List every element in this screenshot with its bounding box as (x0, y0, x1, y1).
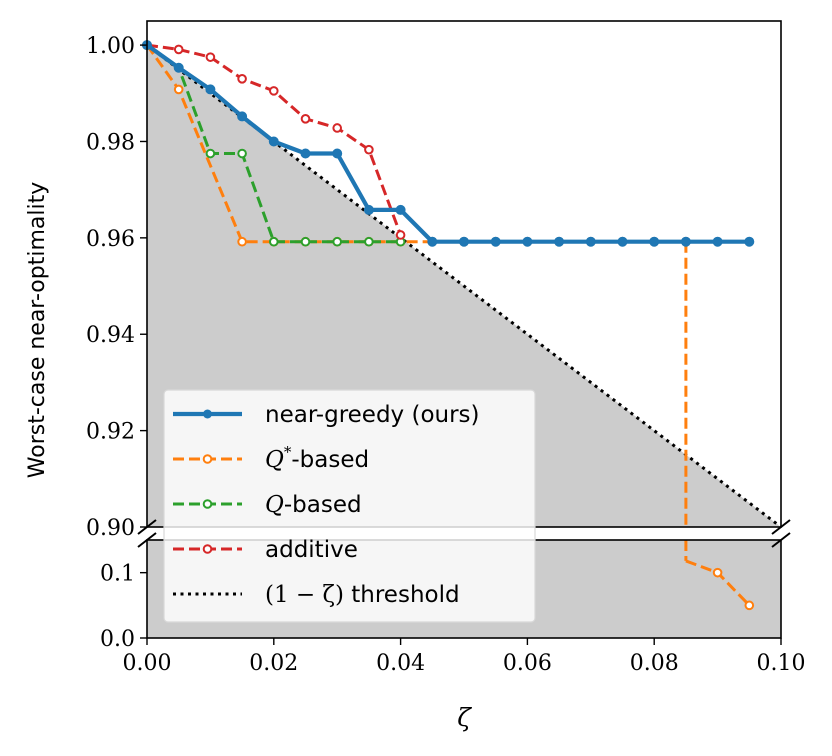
threshold-series (146, 43, 782, 529)
legend-marker-near-greedy (203, 409, 212, 419)
point-near-greedy-10 (459, 236, 469, 247)
y-tick-label-bottom-0: 0.1 (100, 562, 135, 587)
legend-label-q-based: Q-based (265, 492, 362, 518)
legend-marker-q-star (202, 454, 213, 464)
legend-entry-additive: additive (173, 537, 358, 563)
y-tick-label-top-2: 0.96 (86, 227, 135, 252)
line-q-based (146, 43, 401, 244)
axis-break-mark-2 (771, 519, 791, 535)
legend: near-greedy (ours) Q*-based Q-based additiv… (163, 389, 536, 623)
point-additive-5 (300, 114, 311, 124)
x-tick-label-4: 0.08 (630, 651, 679, 676)
point-q-based-7 (364, 236, 374, 247)
y-tick-label-top-5: 0.90 (86, 516, 135, 541)
point-near-greedy-2 (205, 84, 216, 95)
series-near-greedy (142, 40, 755, 247)
point-q-star-2 (237, 236, 247, 247)
legend-marker-q-based (202, 499, 213, 509)
point-near-greedy-8 (395, 204, 406, 215)
legend-label-q-star: Q*-based (265, 443, 369, 473)
legend-marker-additive (202, 544, 213, 554)
point-near-greedy-18 (712, 236, 723, 247)
point-near-greedy-13 (554, 236, 565, 247)
point-additive-6 (332, 123, 343, 133)
y-axis-label: Worst-case near-optimality (25, 182, 50, 478)
point-near-greedy-15 (617, 236, 628, 247)
line-near-greedy (145, 43, 750, 244)
legend-label-additive: additive (265, 537, 358, 563)
legend-entry-q-star: Q*-based (173, 443, 369, 473)
point-near-greedy-5 (300, 148, 311, 159)
legend-entry-near-greedy: near-greedy (ours) (173, 402, 480, 428)
point-q-based-2 (205, 148, 216, 159)
point-additive-2 (205, 52, 216, 62)
point-near-greedy-7 (363, 204, 374, 215)
legend-box (163, 389, 536, 623)
point-q-star-1 (173, 84, 184, 95)
point-q-based-3 (237, 148, 247, 159)
x-axis-label: ζ (457, 703, 472, 732)
series-additive (142, 40, 406, 240)
x-tick-label-5: 0.10 (757, 651, 806, 676)
point-near-greedy-14 (585, 236, 596, 247)
point-additive-8 (395, 230, 406, 240)
point-near-greedy-3 (237, 111, 248, 122)
legend-entry-q-based: Q-based (173, 492, 362, 518)
y-tick-label-bottom-1: 0.0 (100, 627, 135, 652)
point-near-greedy-9 (427, 236, 438, 247)
point-q-star-17 (712, 567, 723, 578)
threshold-line (146, 43, 782, 529)
x-tick-label-3: 0.06 (503, 651, 552, 676)
y-tick-label-top-0: 1.00 (86, 34, 135, 59)
point-near-greedy-17 (680, 236, 691, 247)
point-additive-4 (269, 86, 279, 96)
legend-entry-threshold: (1 − ζ) threshold (173, 582, 460, 608)
point-near-greedy-16 (649, 236, 660, 247)
y-tick-label-top-4: 0.92 (86, 420, 135, 445)
series-layer (142, 40, 755, 611)
y-tick-label-top-1: 0.98 (86, 130, 135, 155)
point-q-based-5 (300, 236, 311, 247)
point-near-greedy-12 (522, 236, 533, 247)
point-near-greedy-4 (268, 136, 279, 147)
point-near-greedy-11 (490, 236, 501, 247)
point-additive-1 (173, 44, 184, 55)
legend-label-threshold: (1 − ζ) threshold (265, 582, 460, 608)
axis-break-mark-1 (137, 532, 157, 548)
ticks: 1.00 0.98 0.96 0.94 0.92 0.90 0.1 0.00.00 0.02 0.… (86, 34, 805, 676)
point-near-greedy-6 (332, 148, 343, 159)
legend-label-near-greedy: near-greedy (ours) (265, 402, 480, 428)
point-q-based-4 (269, 236, 279, 247)
point-additive-7 (364, 144, 374, 155)
point-additive-3 (237, 74, 247, 84)
point-near-greedy-1 (173, 62, 184, 73)
point-q-star-18 (744, 600, 755, 611)
y-tick-label-top-3: 0.94 (86, 323, 135, 348)
point-q-based-6 (332, 236, 343, 247)
point-near-greedy-19 (744, 236, 755, 247)
x-tick-label-0: 0.00 (123, 651, 172, 676)
axis-break-mark-3 (771, 532, 791, 548)
x-tick-label-1: 0.02 (249, 651, 298, 676)
x-tick-label-2: 0.04 (376, 651, 425, 676)
